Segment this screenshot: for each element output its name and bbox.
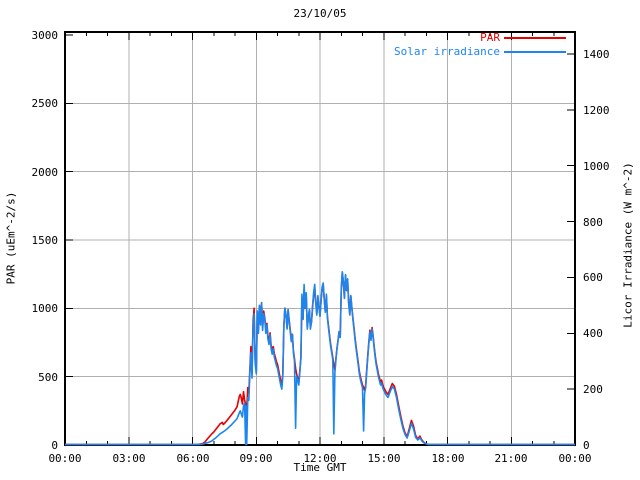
x-tick-label: 06:00	[176, 452, 210, 465]
chart-title: 23/10/05	[293, 7, 347, 20]
y-right-tick-label: 400	[583, 327, 603, 340]
y-right-tick-label: 800	[583, 216, 603, 229]
y-right-tick-label: 1400	[583, 48, 610, 61]
x-tick-label: 18:00	[431, 452, 465, 465]
y-right-tick-label: 0	[583, 439, 590, 452]
x-tick-label: 21:00	[494, 452, 528, 465]
y-right-tick-label: 1200	[583, 104, 610, 117]
x-tick-label: 00:00	[48, 452, 82, 465]
y-left-tick-label: 3000	[31, 29, 59, 42]
y-left-tick-label: 2000	[31, 166, 59, 179]
y-right-axis-label: Licor Irradiance (W m^-2)	[621, 162, 635, 328]
legend-par-line	[504, 37, 566, 39]
y-right-tick-label: 1000	[583, 160, 610, 173]
y-right-tick-label: 200	[583, 383, 603, 396]
y-left-tick-label: 0	[51, 439, 58, 452]
legend-par-label: PAR	[480, 31, 500, 44]
y-right-tick-label: 600	[583, 271, 603, 284]
x-tick-label: 00:00	[558, 452, 592, 465]
legend-solar-label: Solar irradiance	[394, 45, 500, 58]
y-left-tick-label: 500	[38, 371, 58, 384]
y-left-tick-label: 1000	[31, 302, 59, 315]
x-tick-label: 09:00	[239, 452, 273, 465]
x-axis-label: Time GMT	[293, 461, 347, 474]
y-left-tick-label: 1500	[31, 234, 59, 247]
x-tick-label: 03:00	[112, 452, 146, 465]
x-tick-label: 12:00	[303, 452, 337, 465]
legend-solar-line	[504, 51, 566, 53]
y-left-tick-label: 2500	[31, 97, 59, 110]
y-left-axis-label: PAR (uEm^-2/s)	[4, 191, 18, 285]
x-tick-label: 15:00	[367, 452, 401, 465]
